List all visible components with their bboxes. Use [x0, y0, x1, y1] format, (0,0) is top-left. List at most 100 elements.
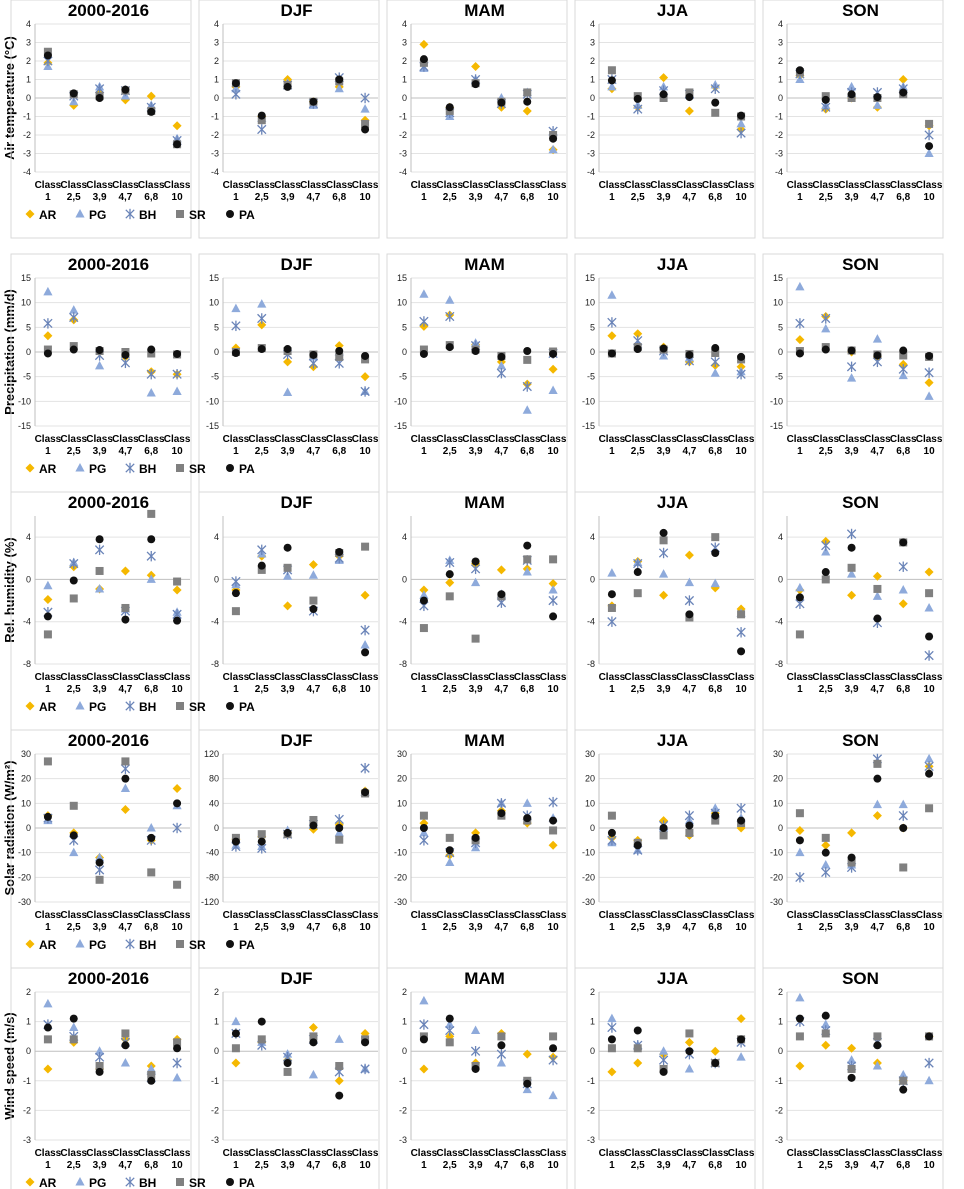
x-tick-label: Class	[436, 672, 463, 683]
x-tick-label: Class	[436, 180, 463, 191]
data-points	[607, 803, 746, 856]
panel-title: MAM	[464, 731, 505, 750]
x-tick-label: Class	[864, 672, 891, 683]
marker-pg	[846, 1055, 857, 1064]
marker-bh	[120, 357, 131, 369]
x-tick-label-value: 4,7	[494, 684, 508, 695]
x-tick-label: Class	[462, 672, 489, 683]
marker-pg	[736, 1052, 746, 1061]
panel-title: JJA	[657, 969, 688, 988]
marker-pa	[549, 134, 558, 143]
marker-bh	[846, 528, 857, 540]
marker-sr	[633, 589, 642, 598]
x-tick-label: Class	[676, 910, 703, 921]
legend-label: PA	[239, 700, 255, 714]
marker-pg	[445, 1019, 455, 1029]
marker-sr	[925, 119, 934, 128]
x-tick-label-value: 2,5	[443, 192, 457, 203]
data-points	[231, 1016, 370, 1100]
legend-label: BH	[139, 208, 156, 222]
marker-pg	[924, 391, 934, 400]
x-tick-label-value: 3,9	[845, 192, 859, 203]
marker-ar	[445, 578, 455, 588]
legend-label: AR	[39, 700, 57, 714]
x-tick-label-value: 2,5	[67, 1160, 81, 1171]
marker-pa	[257, 111, 266, 120]
marker-ar	[684, 106, 694, 116]
marker-pg	[898, 799, 908, 809]
marker-pg	[548, 385, 558, 394]
marker-ar	[659, 590, 669, 600]
marker-pa	[737, 352, 746, 361]
marker-sr	[147, 868, 156, 877]
marker-sr	[335, 352, 344, 361]
marker-pa	[361, 1038, 370, 1047]
x-tick-label: Class	[624, 672, 651, 683]
x-tick-label: Class	[890, 1148, 917, 1159]
y-tick-label: -8	[211, 659, 219, 669]
marker-sr	[361, 542, 370, 551]
x-tick-label-value: 4,7	[118, 922, 132, 933]
marker-pa	[95, 94, 104, 102]
y-axis-label: Solar radiation (W/m²)	[2, 760, 17, 895]
y-tick-label: 0	[778, 1046, 783, 1056]
chart-panel: 2000-2016-15-10-5051015Class1Class2,5Cla…	[10, 253, 192, 493]
panel-title: DJF	[280, 1, 312, 20]
marker-sr	[69, 1035, 78, 1044]
y-tick-label: -1	[23, 112, 31, 122]
marker-ar	[120, 566, 130, 576]
marker-pa	[471, 833, 480, 842]
marker-pa	[226, 1178, 234, 1186]
marker-ar	[872, 571, 882, 581]
marker-bh	[308, 358, 319, 369]
y-tick-label: 40	[209, 798, 219, 808]
x-tick-label: Class	[138, 180, 165, 191]
marker-bh	[607, 317, 617, 328]
marker-ar	[548, 840, 558, 850]
marker-ar	[308, 1023, 318, 1033]
marker-pa	[523, 541, 532, 550]
marker-sr	[607, 66, 616, 75]
x-tick-label-value: 4,7	[494, 446, 508, 457]
marker-pg	[607, 1013, 617, 1023]
marker-pa	[335, 1091, 344, 1100]
marker-sr	[607, 1044, 616, 1053]
x-tick-label-value: 4,7	[870, 1160, 884, 1171]
x-tick-label: Class	[702, 672, 729, 683]
marker-pa	[873, 1041, 882, 1050]
marker-pg	[334, 83, 344, 93]
y-tick-label: -1	[399, 112, 407, 122]
marker-ar	[795, 1061, 805, 1071]
x-tick-label: Class	[624, 1148, 651, 1159]
marker-pg	[736, 118, 746, 128]
marker-ar	[847, 828, 857, 838]
marker-pg	[684, 1063, 695, 1073]
x-tick-label-value: 6,8	[144, 684, 158, 695]
marker-sr	[899, 863, 908, 872]
x-tick-label: Class	[326, 672, 353, 683]
x-tick-label: Class	[488, 434, 515, 445]
y-tick-label: 4	[26, 19, 31, 29]
marker-pg	[419, 590, 429, 599]
x-tick-label: Class	[864, 180, 891, 191]
panel-border	[386, 0, 568, 239]
y-tick-label: -10	[582, 396, 595, 406]
legend-label: PG	[89, 208, 106, 222]
x-tick-label-value: 6,8	[708, 922, 722, 933]
marker-pa	[711, 1059, 720, 1068]
x-tick-label: Class	[352, 1148, 379, 1159]
marker-bh	[257, 544, 267, 556]
x-tick-label-value: 4,7	[306, 446, 320, 457]
legend: AR PG BH SR PA	[25, 462, 255, 476]
x-tick-label: Class	[35, 1148, 62, 1159]
y-tick-label: -5	[211, 372, 219, 382]
marker-sr	[925, 804, 934, 813]
marker-pa	[847, 853, 856, 862]
y-tick-label: 4	[590, 19, 595, 29]
marker-pa	[445, 343, 454, 352]
x-tick-label: Class	[60, 180, 87, 191]
x-tick-label: Class	[86, 1148, 113, 1159]
y-tick-label: 0	[778, 347, 783, 357]
x-tick-label-value: 10	[924, 922, 936, 933]
x-tick-label-value: 10	[548, 684, 560, 695]
